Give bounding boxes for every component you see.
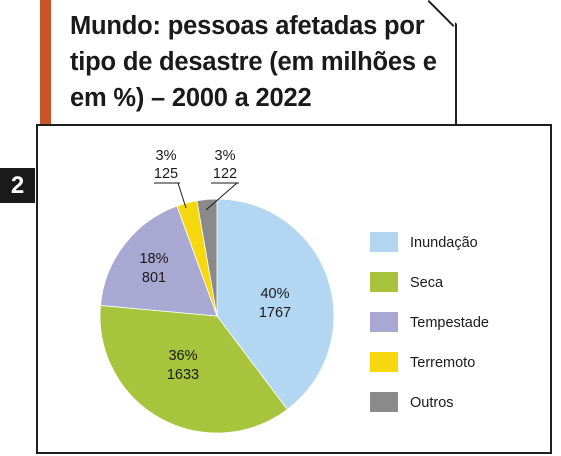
chart-title: Mundo: pessoas afetadas por tipo de desa… xyxy=(70,12,437,112)
legend-swatch-tempestade xyxy=(370,312,398,332)
leader-pointer-terremoto xyxy=(177,182,187,209)
slice-value-label-tempestade: 801 xyxy=(142,270,166,286)
figure-number-badge: 2 xyxy=(0,168,35,203)
slice-value-label-inundacao: 1767 xyxy=(259,305,291,321)
pie-slice-seca xyxy=(99,305,288,434)
legend-label-seca: Seca xyxy=(410,275,444,291)
slice-value-label-terremoto: 125 xyxy=(154,166,178,182)
legend-label-terremoto: Terremoto xyxy=(410,355,475,371)
title-box xyxy=(51,0,457,126)
slice-percent-label-outros: 3% xyxy=(215,148,236,164)
slice-value-label-seca: 1633 xyxy=(167,367,199,383)
slice-percent-label-seca: 36% xyxy=(168,348,197,364)
pie-slice-tempestade xyxy=(100,205,218,317)
slice-value-label-outros: 122 xyxy=(213,166,237,182)
leader-pointer-outros xyxy=(205,182,238,211)
legend-swatch-outros xyxy=(370,392,398,412)
legend-swatch-terremoto xyxy=(370,352,398,372)
legend-swatch-seca xyxy=(370,272,398,292)
pie-slice-inundacao xyxy=(216,198,335,411)
legend-swatch-inundacao xyxy=(370,232,398,252)
legend-label-outros: Outros xyxy=(410,395,454,411)
legend-label-inundacao: Inundação xyxy=(410,235,478,251)
title-accent-bar xyxy=(40,0,51,136)
legend-label-tempestade: Tempestade xyxy=(410,315,489,331)
slice-percent-label-tempestade: 18% xyxy=(139,251,168,267)
pie-slice-outros xyxy=(196,198,218,317)
slice-percent-label-inundacao: 40% xyxy=(260,286,289,302)
slice-percent-label-terremoto: 3% xyxy=(156,148,177,164)
